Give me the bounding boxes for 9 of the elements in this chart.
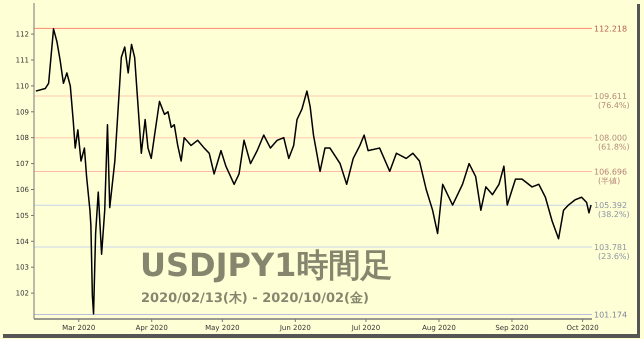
ref-line-label: 112.218 — [594, 24, 628, 34]
ref-line-label: 106.696 (半値) — [594, 167, 628, 186]
ref-line-label: 105.392 (38.2%) — [594, 201, 630, 220]
ref-line-label: 108.000 (61.8%) — [594, 134, 630, 152]
ref-line-label: 109.611 (76.4%) — [594, 92, 630, 110]
ref-line-label: 101.174 — [594, 310, 628, 320]
text: 2020/02/13(木) - 2020/10/02(金) — [141, 291, 369, 306]
line-series — [35, 28, 592, 315]
ref-line-label: 103.781 (23.6%) — [594, 242, 630, 261]
